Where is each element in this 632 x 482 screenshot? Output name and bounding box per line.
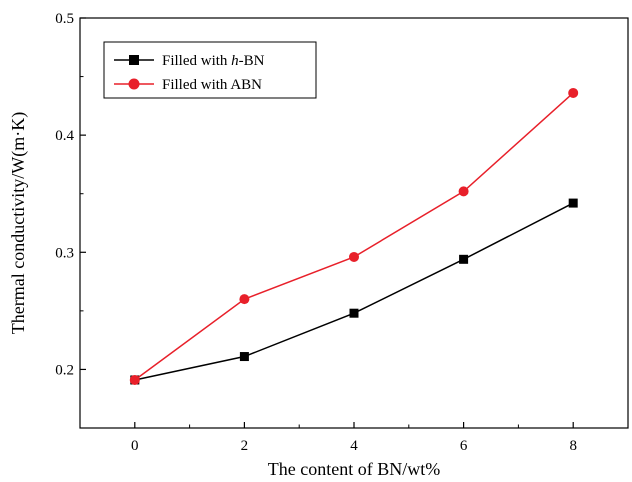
data-point-abn <box>239 294 250 305</box>
series-line-h-bn <box>134 202 574 381</box>
legend: Filled with h-BN Filled with ABN <box>103 41 317 99</box>
legend-marker-h-bn <box>129 55 139 65</box>
y-tick-label: 0.2 <box>55 362 74 378</box>
x-tick-label: 6 <box>460 438 468 454</box>
y-axis-title: Thermal conductivity/W(m·K) <box>8 112 29 334</box>
data-point-abn <box>349 251 359 262</box>
data-point-h-bn <box>349 308 359 318</box>
x-tick-label: 0 <box>131 438 139 454</box>
legend-marker-abn <box>128 78 140 90</box>
data-point-h-bn <box>239 352 249 362</box>
data-point-h-bn <box>568 198 578 208</box>
x-tick-label: 8 <box>569 438 577 454</box>
data-point-abn <box>129 374 140 385</box>
legend-label-h-bn: Filled with h-BN <box>162 53 265 69</box>
data-point-abn <box>458 186 469 197</box>
legend-label-abn: Filled with ABN <box>162 77 262 93</box>
data-point-abn <box>568 87 579 98</box>
x-tick-label: 4 <box>350 438 358 454</box>
y-tick-label: 0.3 <box>55 245 74 261</box>
x-axis-ticks: 0 2 4 6 8 <box>79 422 629 454</box>
y-tick-label: 0.4 <box>55 128 74 144</box>
x-tick-label: 2 <box>241 438 249 454</box>
x-axis-title: The content of BN/wt% <box>268 459 440 479</box>
y-axis-ticks: 0.2 0.3 0.4 0.5 <box>55 11 86 429</box>
legend-box <box>103 41 317 99</box>
series-layer <box>129 87 579 385</box>
y-tick-label: 0.5 <box>55 11 74 27</box>
data-point-h-bn <box>459 254 469 264</box>
